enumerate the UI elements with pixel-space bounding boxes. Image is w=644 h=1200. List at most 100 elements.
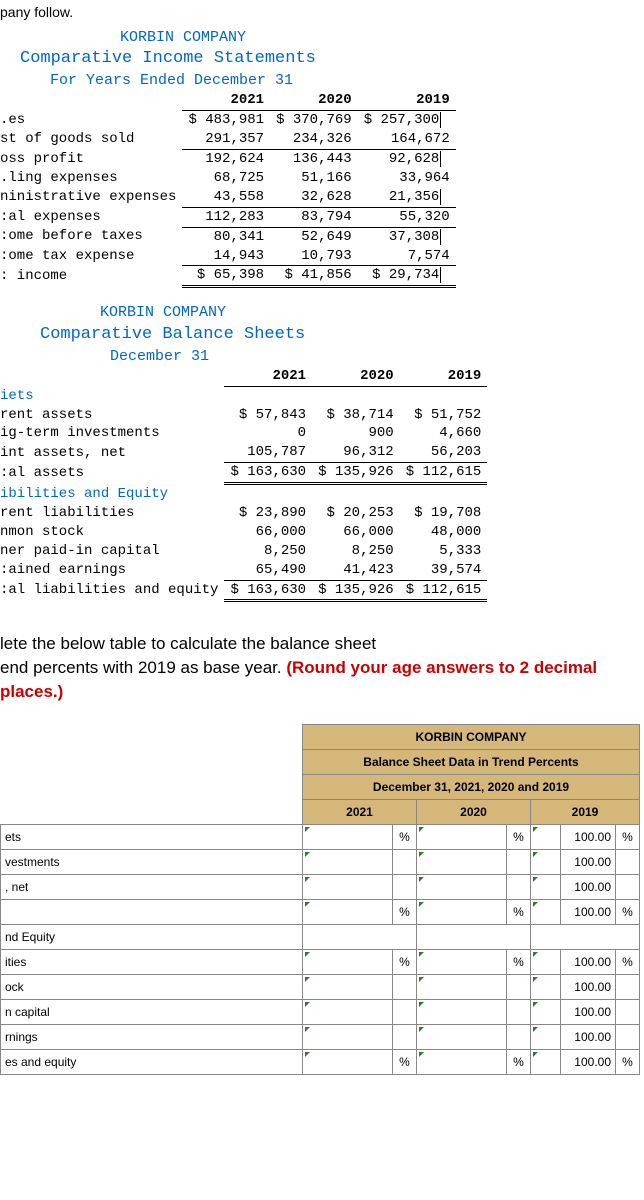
row-label: .ling expenses: [0, 169, 182, 188]
row-label: oss profit: [0, 150, 182, 169]
input-2019-blank[interactable]: [531, 949, 561, 974]
row-label: :al assets: [0, 463, 224, 484]
input-2020[interactable]: [417, 849, 507, 874]
row-value: 51,166: [270, 169, 358, 188]
input-2019-blank[interactable]: [531, 874, 561, 899]
input-2021[interactable]: [303, 849, 393, 874]
trend-row-label: rnings: [1, 1024, 303, 1049]
input-2020[interactable]: [417, 824, 507, 849]
pct-2019: [616, 849, 640, 874]
balance-title: Comparative Balance Sheets: [0, 324, 644, 347]
company-name: KORBIN COMPANY: [0, 28, 644, 48]
pct-2021: %: [393, 1049, 417, 1074]
row-value: 66,000: [312, 523, 400, 542]
row-value: 4,660: [400, 424, 488, 443]
trend-y3: 2019: [531, 799, 640, 824]
row-value: $ 112,615: [400, 580, 488, 601]
row-value: 65,490: [224, 561, 312, 580]
row-value: 112,283: [182, 207, 270, 227]
row-label: nmon stock: [0, 523, 224, 542]
row-value: 33,964: [358, 169, 456, 188]
row-value: 66,000: [224, 523, 312, 542]
bs-year-2020: 2020: [312, 367, 400, 386]
pct-2019: %: [616, 899, 640, 924]
value-2019: 100.00: [561, 874, 616, 899]
pct-2021: [393, 1024, 417, 1049]
income-title: Comparative Income Statements: [0, 48, 644, 71]
row-value: $ 163,630: [224, 463, 312, 484]
input-2019-blank[interactable]: [531, 899, 561, 924]
row-value: 48,000: [400, 523, 488, 542]
row-value: 900: [312, 424, 400, 443]
input-2021[interactable]: [303, 899, 393, 924]
input-2019-blank[interactable]: [531, 824, 561, 849]
input-2019-blank[interactable]: [531, 999, 561, 1024]
value-2019: 100.00: [561, 1024, 616, 1049]
row-value: 164,672: [358, 130, 456, 149]
assets-head: iets: [0, 386, 487, 405]
input-2021[interactable]: [303, 949, 393, 974]
input-2021[interactable]: [303, 1024, 393, 1049]
value-2019: 100.00: [561, 899, 616, 924]
row-label: :al expenses: [0, 207, 182, 227]
value-2019: 100.00: [561, 1049, 616, 1074]
row-value: $ 38,714: [312, 406, 400, 425]
pct-2020: %: [507, 1049, 531, 1074]
row-label: .es: [0, 111, 182, 130]
row-label: st of goods sold: [0, 130, 182, 149]
input-2020[interactable]: [417, 1049, 507, 1074]
input-2020[interactable]: [417, 1024, 507, 1049]
row-value: 7,574: [358, 247, 456, 266]
input-2021[interactable]: [303, 874, 393, 899]
trend-section-head: nd Equity: [1, 924, 303, 949]
input-2021[interactable]: [303, 824, 393, 849]
pct-2019: [616, 1024, 640, 1049]
pct-2021: [393, 849, 417, 874]
company-name-2: KORBIN COMPANY: [0, 303, 644, 323]
input-2019-blank[interactable]: [531, 974, 561, 999]
row-label: rent liabilities: [0, 504, 224, 523]
input-2019-blank[interactable]: [531, 1049, 561, 1074]
row-value: $ 112,615: [400, 463, 488, 484]
trend-row-label: es and equity: [1, 1049, 303, 1074]
row-value: 291,357: [182, 130, 270, 149]
input-2021[interactable]: [303, 1049, 393, 1074]
input-2021[interactable]: [303, 999, 393, 1024]
trend-dates: December 31, 2021, 2020 and 2019: [303, 774, 640, 799]
row-value: $ 163,630: [224, 580, 312, 601]
input-2020[interactable]: [417, 899, 507, 924]
pct-2021: [393, 874, 417, 899]
pct-2020: %: [507, 899, 531, 924]
input-2019-blank[interactable]: [531, 1024, 561, 1049]
row-value: 92,628: [358, 150, 456, 169]
trend-table: KORBIN COMPANY Balance Sheet Data in Tre…: [0, 724, 640, 1075]
row-value: 43,558: [182, 188, 270, 207]
pct-2019: %: [616, 824, 640, 849]
row-value: 83,794: [270, 207, 358, 227]
input-2020[interactable]: [417, 949, 507, 974]
trend-row-label: n capital: [1, 999, 303, 1024]
row-value: 56,203: [400, 443, 488, 462]
row-label: ner paid-in capital: [0, 542, 224, 561]
balance-date: December 31: [0, 347, 644, 367]
input-2020[interactable]: [417, 999, 507, 1024]
pct-2019: [616, 999, 640, 1024]
row-label: int assets, net: [0, 443, 224, 462]
row-value: $ 65,398: [182, 266, 270, 287]
row-value: 192,624: [182, 150, 270, 169]
pct-2019: %: [616, 949, 640, 974]
input-2020[interactable]: [417, 974, 507, 999]
row-value: $ 41,856: [270, 266, 358, 287]
row-value: 234,326: [270, 130, 358, 149]
bs-year-2021: 2021: [224, 367, 312, 386]
value-2019: 100.00: [561, 824, 616, 849]
trend-row-label: ock: [1, 974, 303, 999]
input-2021[interactable]: [303, 974, 393, 999]
pct-2020: [507, 1024, 531, 1049]
input-2019-blank[interactable]: [531, 849, 561, 874]
row-label: :ome before taxes: [0, 227, 182, 246]
row-value: $ 135,926: [312, 463, 400, 484]
value-2019: 100.00: [561, 949, 616, 974]
row-value: $ 29,734: [358, 266, 456, 287]
input-2020[interactable]: [417, 874, 507, 899]
